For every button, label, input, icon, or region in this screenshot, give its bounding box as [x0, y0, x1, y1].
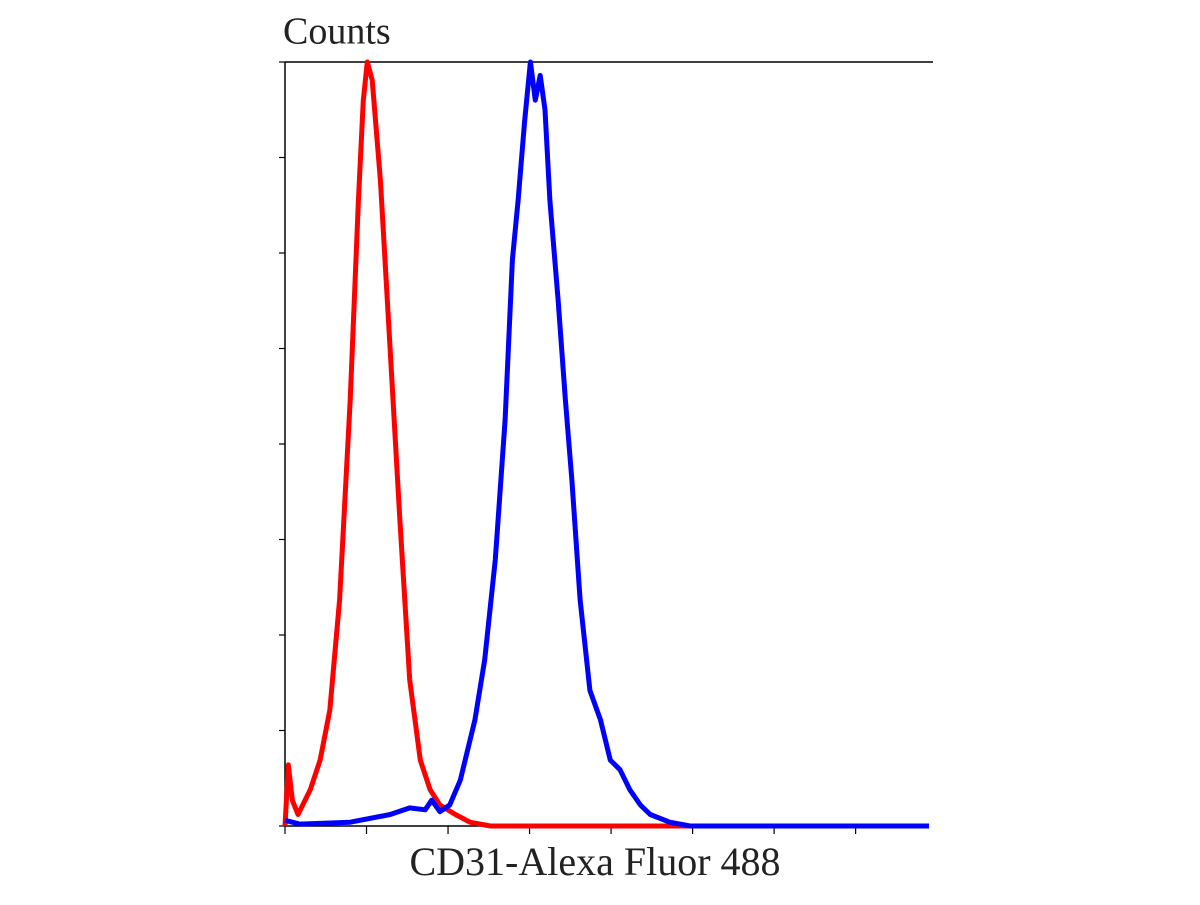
histogram-line — [282, 59, 700, 829]
histogram-line — [284, 59, 929, 829]
y-axis-label: Counts — [283, 11, 391, 53]
x-axis-label: CD31-Alexa Fluor 488 — [409, 839, 780, 884]
